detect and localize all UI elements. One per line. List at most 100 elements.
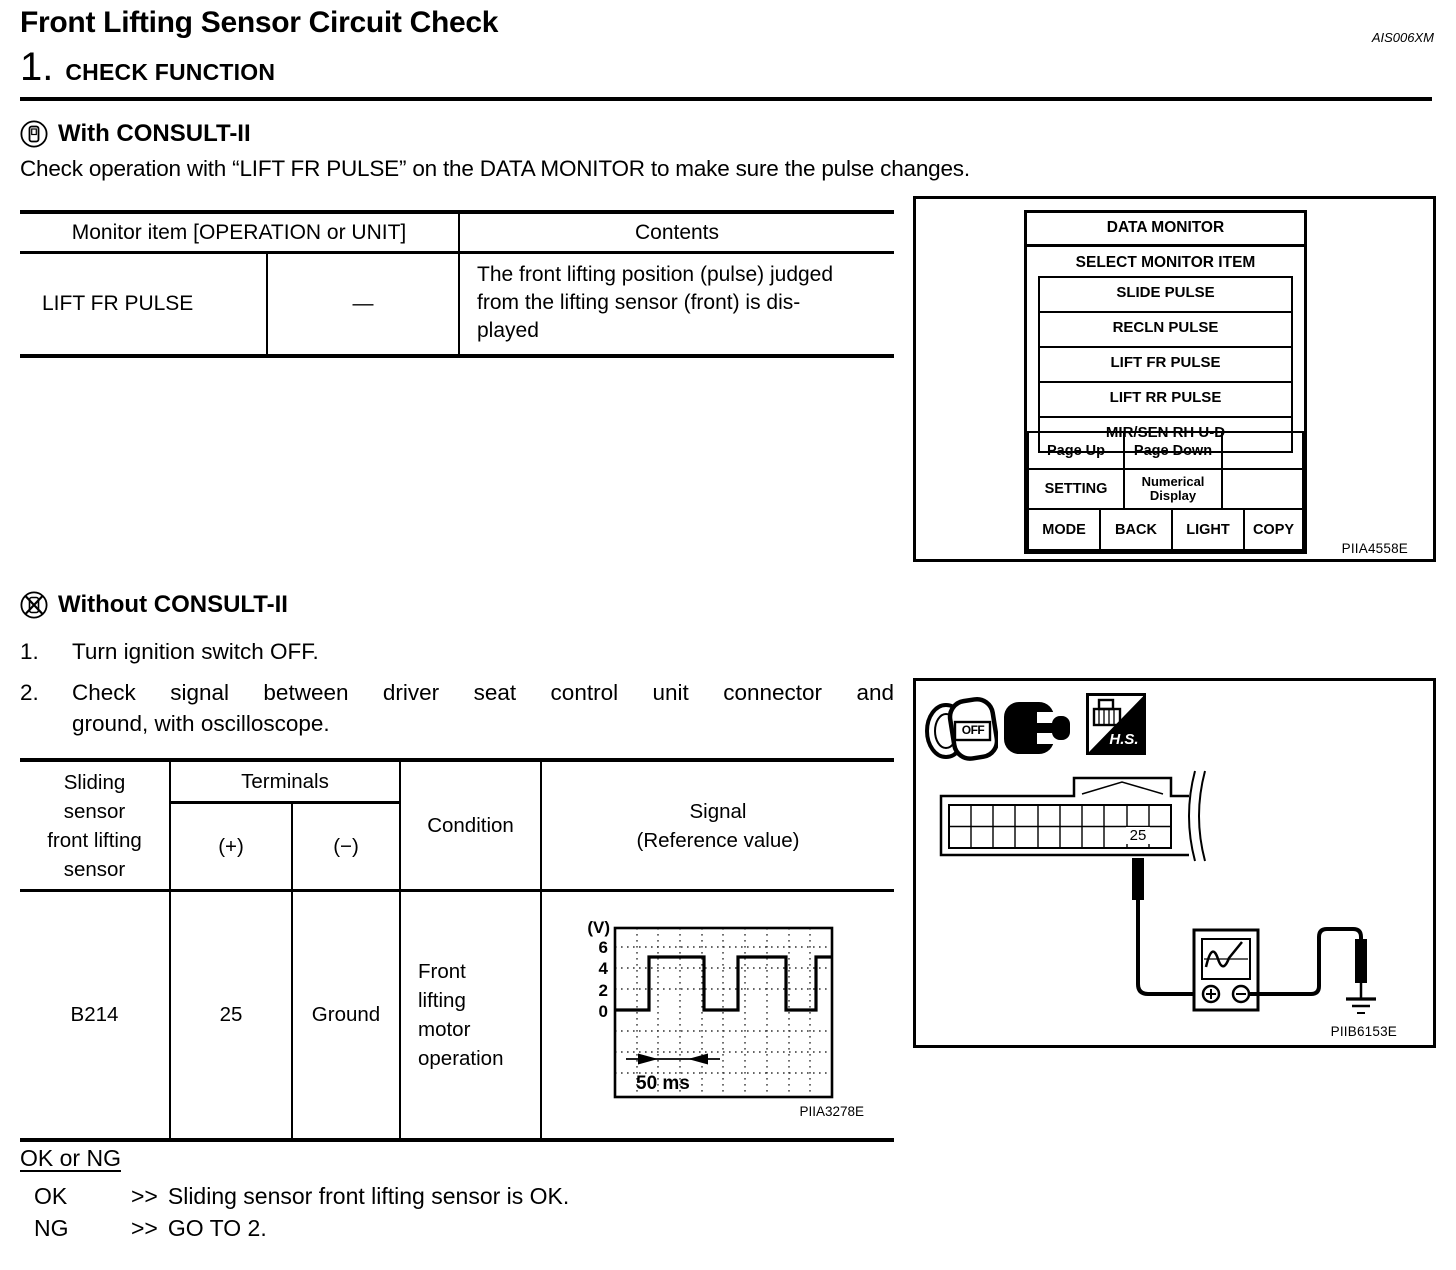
- numerical-display-button: Numerical Display: [1123, 468, 1223, 510]
- minus-terminal-cell: Ground: [293, 892, 401, 1138]
- ok-result-row: OK >> Sliding sensor front lifting senso…: [34, 1183, 569, 1210]
- step-text-line1: Check signal between driver seat control…: [72, 680, 894, 705]
- pin-25-label: 25: [1126, 827, 1150, 844]
- back-button: BACK: [1099, 508, 1173, 551]
- with-consult-heading: With CONSULT-II: [19, 119, 251, 149]
- plus-terminal-cell: 25: [171, 892, 293, 1138]
- connector-id-cell: B214: [20, 892, 171, 1138]
- circuit-check-diagram: [939, 770, 1376, 1014]
- without-consult-label: Without CONSULT-II: [58, 591, 288, 618]
- list-item: SLIDE PULSE: [1038, 276, 1293, 313]
- ground-wire: [1249, 927, 1363, 996]
- contents-cell: The front lifting position (pulse) judge…: [477, 263, 834, 342]
- scope-trace: [1204, 941, 1243, 968]
- page-title: Front Lifting Sensor Circuit Check: [20, 6, 499, 39]
- no-consult-icon: [20, 591, 48, 619]
- condition-cell: Front lifting motor operation: [401, 892, 542, 1138]
- pulse-trace: [615, 955, 831, 1012]
- setting-button: SETTING: [1027, 468, 1125, 510]
- step-text: Turn ignition switch OFF.: [72, 639, 319, 664]
- section-heading: 1. CHECK FUNCTION: [20, 44, 275, 90]
- monitor-item-column-header: Monitor item [OPERATION or UNIT]: [20, 214, 460, 251]
- time-scale-label: 50 ms: [636, 1073, 690, 1094]
- figure-code: PIIA4558E: [1341, 541, 1408, 556]
- copy-button: COPY: [1243, 508, 1304, 551]
- step-number: 1.: [20, 639, 39, 664]
- ground-probe: [1355, 939, 1367, 983]
- ignition-off-label: OFF: [961, 723, 985, 737]
- section-number: 1.: [20, 45, 54, 89]
- list-item: RECLN PULSE: [1038, 311, 1293, 348]
- break-lines: [1188, 770, 1206, 862]
- figure-data-monitor: DATA MONITOR SELECT MONITOR ITEM SLIDE P…: [913, 196, 1436, 562]
- result-label: OK: [34, 1183, 68, 1209]
- signal-table-row: B214 25 Ground Front lifting motor opera…: [20, 892, 894, 1138]
- figure-connector-check: OFF H.S.: [913, 678, 1436, 1048]
- heading-rule: [20, 97, 1432, 101]
- signal-waveform-cell: (V) 6 4 2 0 50 ms: [542, 892, 894, 1138]
- consult-device-icon: [20, 120, 48, 148]
- step-number: 2.: [20, 680, 39, 705]
- step-2: 2. Check signal between driver seat cont…: [20, 677, 894, 739]
- time-span-arrow: [626, 1053, 720, 1065]
- light-button: LIGHT: [1171, 508, 1245, 551]
- oscilloscope-waveform: (V) 6 4 2 0 50 ms: [587, 918, 834, 1099]
- signal-column-header: Signal (Reference value): [636, 799, 800, 852]
- ng-result-row: NG >> GO TO 2.: [34, 1215, 267, 1242]
- connector-icon: [1004, 702, 1070, 754]
- select-monitor-item-label: SELECT MONITOR ITEM: [1075, 254, 1256, 271]
- section-title: CHECK FUNCTION: [65, 59, 276, 85]
- ignition-off-icon: [925, 696, 998, 761]
- result-arrow: >>: [131, 1215, 158, 1241]
- ok-or-ng-heading: OK or NG: [20, 1145, 121, 1171]
- y-tick: 4: [599, 959, 609, 978]
- operation-cell: —: [268, 254, 460, 354]
- mode-button: MODE: [1027, 508, 1101, 551]
- page-up-button: Page Up: [1027, 431, 1125, 470]
- page-down-button: Page Down: [1123, 431, 1223, 470]
- monitor-table-row: LIFT FR PULSE — The front lifting positi…: [20, 254, 894, 354]
- condition-column-header: Condition: [401, 762, 542, 889]
- empty-cell: [1221, 431, 1304, 470]
- signal-table-header-row: Sliding sensor front lifting sensor Term…: [20, 762, 894, 892]
- figure-code: PIIB6153E: [1330, 1024, 1397, 1039]
- figure-code: PIIA3278E: [799, 1104, 864, 1119]
- list-item: LIFT FR PULSE: [1038, 346, 1293, 383]
- step-1: 1. Turn ignition switch OFF.: [20, 636, 319, 667]
- probe-wire: [1136, 900, 1203, 996]
- terminals-header: Terminals: [171, 762, 399, 804]
- monitor-item-cell: LIFT FR PULSE: [20, 254, 268, 354]
- step-text-line2: ground, with oscilloscope.: [72, 711, 330, 736]
- result-text: Sliding sensor front lifting sensor is O…: [167, 1183, 570, 1209]
- empty-cell: [1221, 468, 1304, 510]
- result-arrow: >>: [131, 1183, 158, 1209]
- without-consult-heading: Without CONSULT-II: [19, 590, 288, 620]
- screen-button-area: Page Up Page Down SETTING Numerical Disp…: [1027, 431, 1304, 551]
- hs-connector-icon: [1086, 693, 1146, 755]
- minus-terminal-header: (−): [333, 834, 359, 858]
- list-item: LIFT RR PULSE: [1038, 381, 1293, 418]
- terminals-column-group: Terminals (+) (−): [171, 762, 401, 889]
- sensor-column-header: Sliding sensor front lifting sensor: [20, 762, 171, 889]
- grid-dots: [615, 928, 832, 1097]
- hs-label: H.S.: [1109, 731, 1139, 748]
- consult-intro-text: Check operation with “LIFT FR PULSE” on …: [20, 156, 970, 181]
- connector-outline: [939, 776, 1189, 857]
- doc-code: AIS006XM: [1371, 30, 1434, 45]
- with-consult-label: With CONSULT-II: [58, 120, 251, 147]
- monitor-table-header-row: Monitor item [OPERATION or UNIT] Content…: [20, 214, 894, 254]
- monitor-item-list: SLIDE PULSE RECLN PULSE LIFT FR PULSE LI…: [1038, 276, 1293, 453]
- screen-title: DATA MONITOR: [1027, 213, 1304, 247]
- monitor-item-table: Monitor item [OPERATION or UNIT] Content…: [20, 210, 894, 358]
- contents-column-header: Contents: [634, 220, 720, 244]
- waveform-unit-label: (V): [587, 918, 610, 937]
- result-text: GO TO 2.: [167, 1215, 267, 1241]
- result-label: NG: [34, 1215, 69, 1241]
- signal-check-table: Sliding sensor front lifting sensor Term…: [20, 758, 894, 1142]
- connector-pins: [970, 805, 1150, 848]
- y-tick: 0: [599, 1002, 608, 1021]
- consult-screen: DATA MONITOR SELECT MONITOR ITEM SLIDE P…: [1024, 210, 1307, 554]
- y-tick: 6: [599, 938, 608, 957]
- y-tick: 2: [599, 981, 608, 1000]
